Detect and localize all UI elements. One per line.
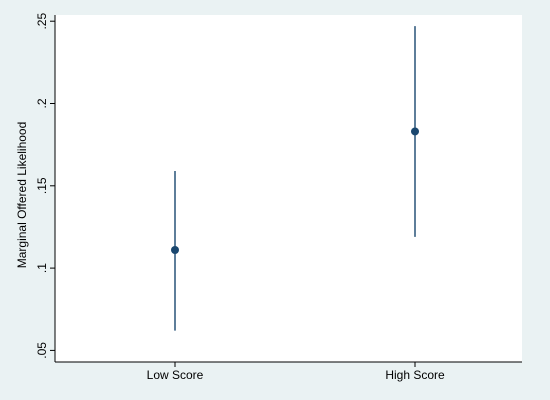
point-estimate-marker — [171, 245, 179, 254]
y-tick-label: .15 — [35, 177, 49, 194]
y-tick-label: .25 — [35, 13, 49, 30]
y-axis-label: Marginal Offered Likelihood — [15, 122, 29, 269]
x-tick-label: High Score — [385, 368, 445, 382]
plot-area — [55, 15, 522, 362]
y-tick-label: .05 — [35, 342, 49, 359]
point-estimate-marker — [411, 127, 419, 136]
y-tick-label: .2 — [35, 98, 49, 108]
marks-layer — [171, 26, 419, 331]
x-tick-label: Low Score — [147, 368, 204, 382]
y-tick-label: .1 — [35, 263, 49, 273]
axes-layer: .05 .1 .15 .2 .25 Low Score High Score — [35, 13, 522, 382]
